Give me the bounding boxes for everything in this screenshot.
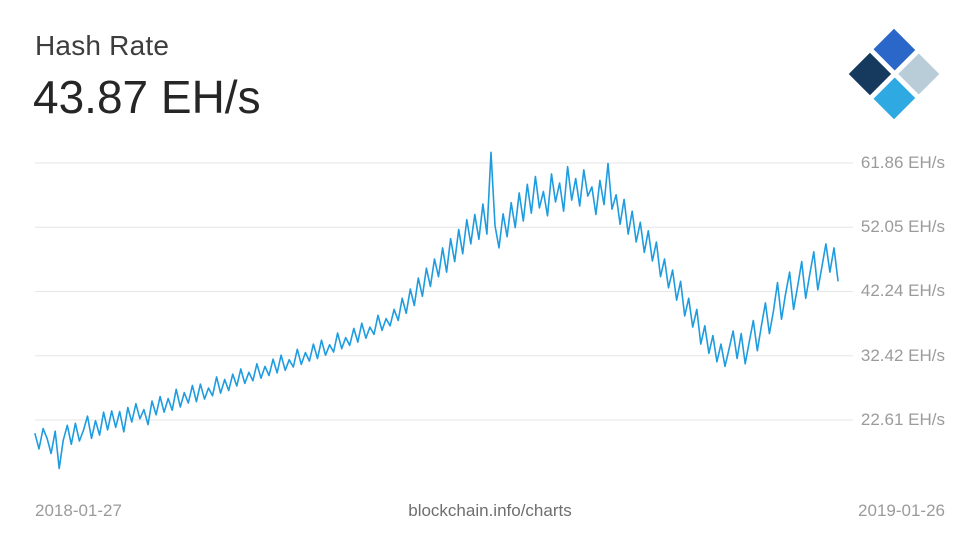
source-caption: blockchain.info/charts [408,501,572,520]
hashrate-series-line [34,151,839,470]
y-axis-label: 42.24 EH/s [852,280,945,303]
y-axis-label: 32.42 EH/s [852,344,945,367]
page-title: Hash Rate [35,30,170,61]
y-axis-label: 52.05 EH/s [852,216,945,239]
y-axis-label: 61.86 EH/s [852,152,945,174]
current-hashrate-value: 43.87 EH/s [33,71,261,123]
y-axis-label: 22.61 EH/s [852,409,945,431]
x-axis-start-date: 2018-01-27 [35,501,122,520]
x-axis-end-date: 2019-01-26 [858,501,945,520]
